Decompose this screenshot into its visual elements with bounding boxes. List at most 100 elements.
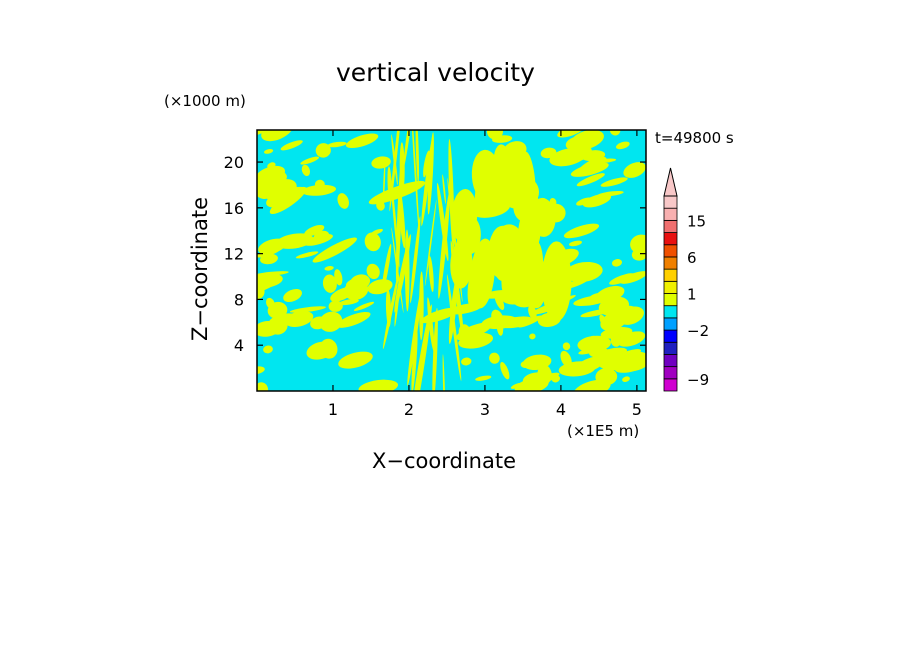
updraft-patch — [257, 271, 289, 277]
updraft-patch — [442, 354, 446, 391]
updraft-patch — [324, 265, 334, 271]
updraft-patch — [415, 130, 420, 184]
x-axis-ticks: 1 2 3 4 5 — [328, 130, 642, 419]
updraft-patch — [525, 208, 554, 230]
updraft-patch — [399, 142, 405, 192]
colorbar-tick-label: 15 — [687, 212, 706, 230]
updraft-patch — [475, 375, 492, 381]
colorbar-segment — [663, 317, 678, 331]
updraft-patch — [345, 133, 379, 149]
x-tick-label: 2 — [404, 400, 414, 419]
updraft-patch — [421, 138, 433, 227]
updraft-patch — [600, 177, 628, 187]
updraft-patch — [529, 333, 536, 340]
updraft-patch — [489, 352, 500, 364]
updraft-band — [312, 237, 357, 263]
updraft-patch — [319, 338, 338, 359]
updraft-patch — [410, 216, 421, 304]
updraft-patch — [423, 150, 430, 178]
updraft-patch — [338, 299, 359, 306]
updraft-patch — [582, 193, 612, 208]
updraft-patch — [502, 141, 527, 162]
x-tick-label: 4 — [556, 400, 566, 419]
updraft-patch — [257, 130, 269, 136]
updraft-patch — [537, 364, 552, 385]
updraft-patch — [587, 335, 601, 349]
y-tick-label: 20 — [224, 153, 244, 172]
colorbar-extend-max — [663, 167, 678, 197]
updraft-patch — [364, 232, 381, 252]
colorbar-segment — [663, 293, 678, 307]
updraft-patch — [597, 190, 624, 197]
updraft-patch — [280, 140, 303, 151]
updraft-patch — [575, 356, 605, 373]
updraft-patch — [330, 287, 354, 302]
updraft-patch — [622, 376, 630, 382]
y-tick-label: 4 — [234, 336, 244, 355]
colorbar-segment — [663, 256, 678, 270]
updraft-patch — [315, 143, 331, 158]
updraft-patch — [615, 141, 630, 150]
x-tick-label: 5 — [632, 400, 642, 419]
updraft-patch — [371, 228, 383, 235]
updraft-patch — [427, 132, 434, 215]
updraft-patch — [450, 239, 473, 289]
updraft-patch — [608, 305, 640, 324]
updraft-patch — [407, 287, 423, 386]
updraft-patch — [319, 311, 343, 332]
colorbar-segment — [663, 305, 678, 319]
updraft-patch — [257, 382, 269, 391]
updraft-patch — [263, 345, 273, 354]
updraft-patch — [448, 139, 455, 249]
colorbar: 15 6 1 −2 −9 — [663, 167, 709, 392]
updraft-patch — [576, 173, 605, 187]
updraft-patch — [301, 184, 337, 196]
updraft-patch — [510, 382, 523, 389]
updraft-patch — [528, 304, 537, 320]
updraft-band — [470, 238, 495, 309]
y-tick-label: 16 — [224, 199, 244, 218]
colorbar-segment — [663, 244, 678, 258]
colorbar-segment — [663, 329, 678, 343]
plot-frame — [256, 129, 647, 392]
colorbar-segment — [663, 268, 678, 282]
x-tick-label: 3 — [480, 400, 490, 419]
updraft-patch — [580, 308, 611, 318]
updraft-patch — [595, 367, 618, 386]
chart-title: vertical velocity — [336, 58, 535, 87]
updraft-patch — [367, 279, 393, 295]
updraft-patch — [336, 311, 371, 328]
updraft-patch — [432, 307, 438, 391]
x-axis-label: X−coordinate — [372, 449, 516, 473]
updraft-patch — [411, 329, 418, 391]
updraft-patch — [569, 240, 582, 247]
updraft-patch — [284, 311, 314, 327]
updraft-patch — [283, 288, 302, 303]
updraft-patch — [551, 375, 560, 383]
colorbar-segment — [663, 354, 678, 368]
y-tick-label: 12 — [224, 245, 244, 264]
updraft-patch — [269, 318, 288, 335]
updraft-patch — [275, 233, 314, 249]
updraft-patch — [492, 135, 513, 143]
updraft-patch — [576, 197, 592, 206]
updraft-band — [576, 156, 607, 177]
updraft-patch — [264, 148, 274, 154]
updraft-patch — [599, 314, 607, 327]
updraft-patch — [611, 259, 623, 267]
updraft-patch — [505, 231, 526, 267]
updraft-patch — [514, 377, 549, 391]
colorbar-segment — [663, 219, 678, 233]
updraft-patch — [471, 149, 502, 203]
colorbar-segment — [663, 341, 678, 355]
updraft-patch — [301, 164, 311, 177]
updraft-patch — [382, 274, 399, 350]
updraft-patch — [338, 351, 373, 369]
updraft-patch — [257, 273, 283, 289]
x-axis-unit: (×1E5 m) — [567, 422, 640, 440]
updraft-patch — [499, 316, 533, 329]
updraft-patch — [266, 297, 275, 309]
updraft-patch — [494, 292, 505, 310]
updraft-patch — [322, 274, 337, 293]
updraft-patch — [609, 273, 635, 285]
